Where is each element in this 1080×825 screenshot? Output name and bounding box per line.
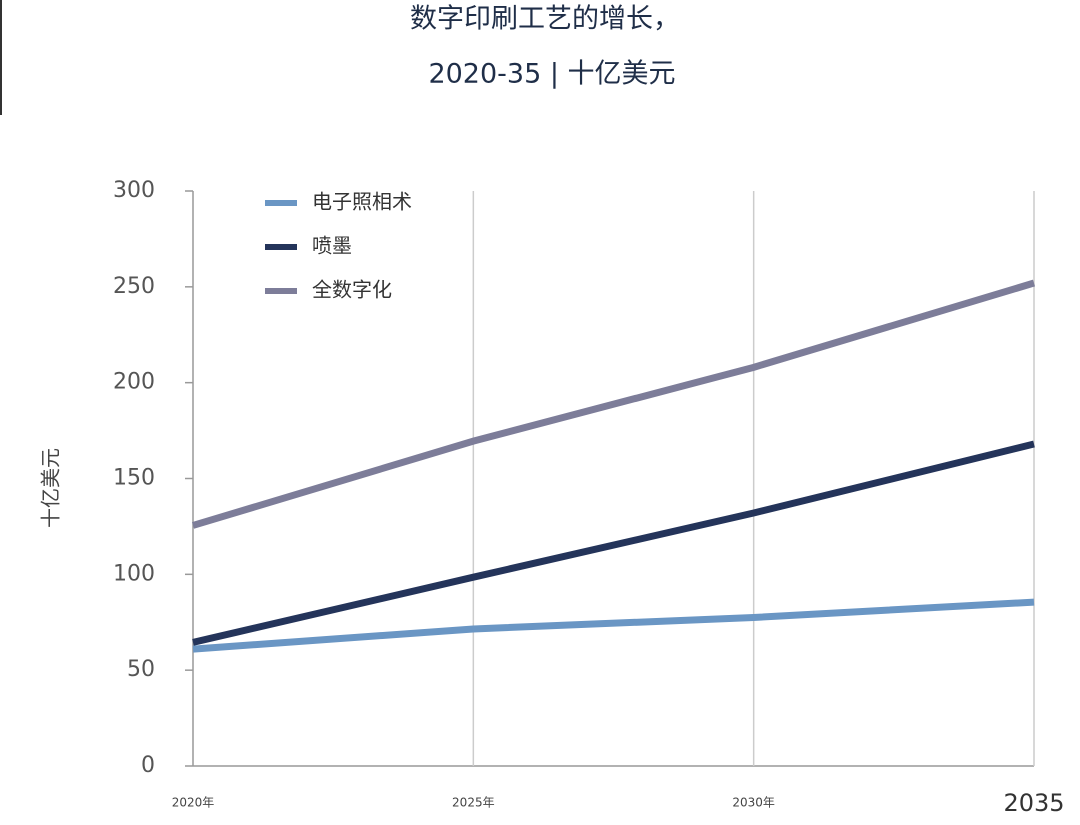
y-tick-label: 250: [113, 274, 155, 299]
x-tick-label: 2030年: [732, 796, 775, 810]
chart-subtitle: 2020-35 | 十亿美元: [428, 59, 675, 90]
y-tick-label: 150: [113, 466, 155, 491]
y-tick-label: 200: [113, 370, 155, 395]
y-tick-label: 300: [113, 178, 155, 203]
y-axis-title: 十亿美元: [39, 448, 63, 528]
x-tick-label: 2020年: [172, 796, 215, 810]
line-series: [192, 598, 1035, 653]
line-series: [192, 440, 1035, 646]
y-tick-label: 0: [141, 753, 155, 778]
legend-label: 电子照相术: [312, 190, 412, 214]
x-tick-label: 2035: [1003, 789, 1064, 817]
y-tick-label: 50: [127, 657, 155, 682]
chart-title: 数字印刷工艺的增长，: [410, 4, 680, 35]
x-tick-label: 2025年: [452, 796, 495, 810]
y-tick-label: 100: [113, 561, 155, 586]
line-series: [191, 279, 1036, 529]
legend-label: 喷墨: [312, 234, 352, 258]
legend-label: 全数字化: [312, 278, 392, 302]
